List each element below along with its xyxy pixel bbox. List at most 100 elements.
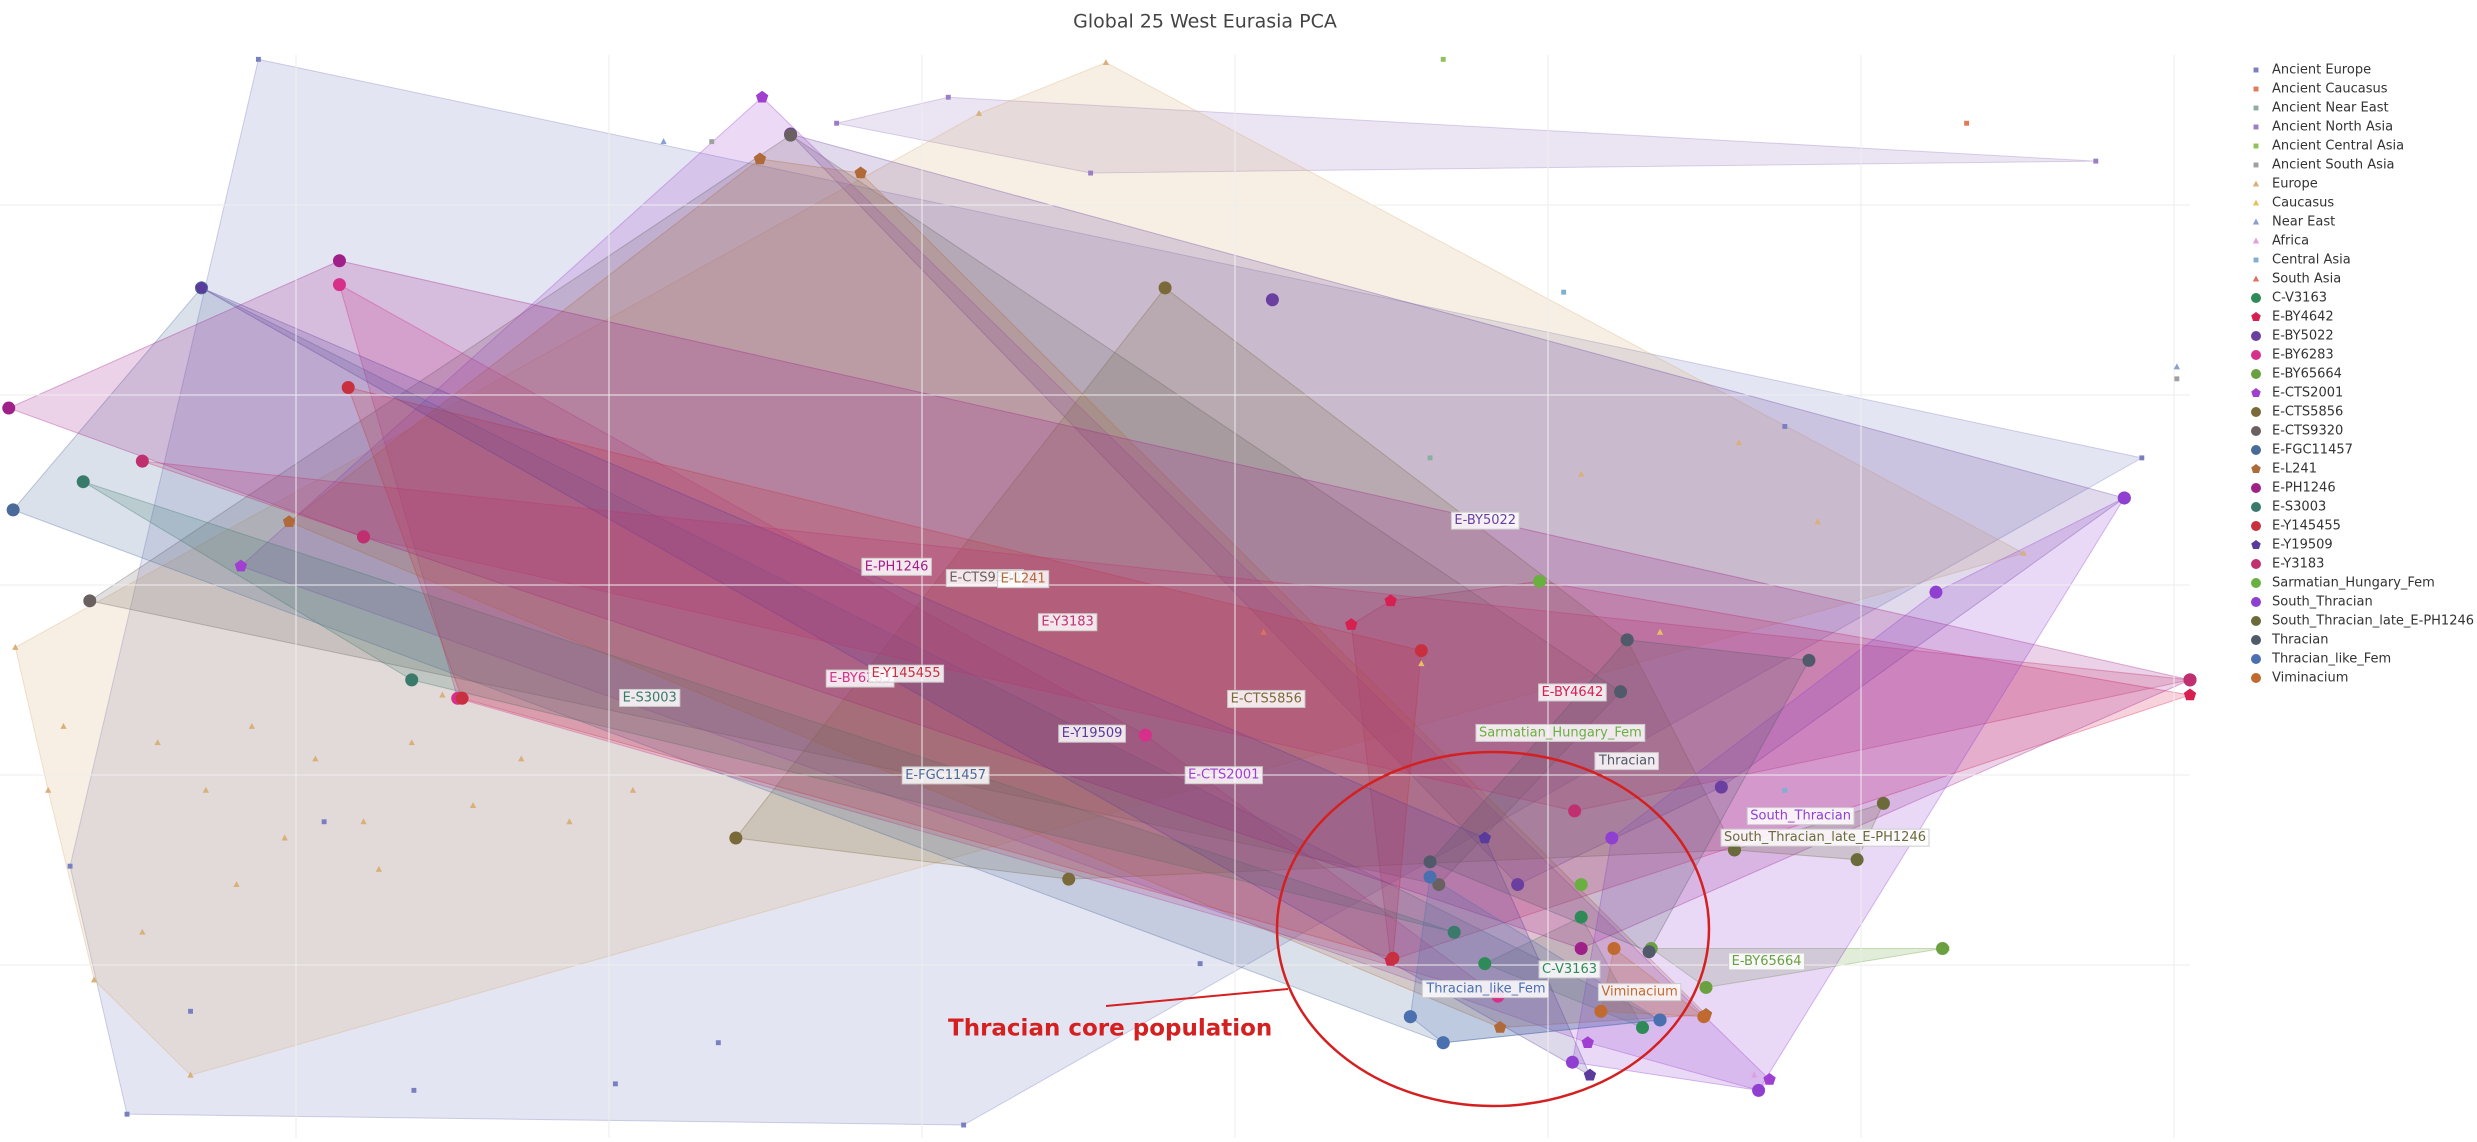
legend-marker <box>2251 673 2261 683</box>
legend-label[interactable]: Ancient Europe <box>2272 63 2371 78</box>
legend-label[interactable]: E-S3003 <box>2272 500 2326 515</box>
legend-label[interactable]: Ancient South Asia <box>2272 158 2395 173</box>
legend-label[interactable]: E-Y145455 <box>2272 519 2341 534</box>
point <box>753 152 767 165</box>
legend-label[interactable]: E-BY4642 <box>2272 310 2334 325</box>
point <box>76 475 90 489</box>
group-label-box <box>1538 683 1607 702</box>
point <box>439 691 446 698</box>
point <box>1578 470 1585 477</box>
point <box>1568 804 1582 818</box>
legend-marker <box>2251 521 2261 531</box>
group-label: E-Y145455 <box>872 666 941 681</box>
point <box>360 818 367 825</box>
point <box>202 786 210 793</box>
legend-label[interactable]: E-CTS9320 <box>2272 424 2343 439</box>
point <box>455 691 469 705</box>
legend-label[interactable]: E-Y19509 <box>2272 538 2333 553</box>
point <box>45 786 52 793</box>
group-label: E-FGC11457 <box>905 768 986 783</box>
legend-marker <box>2251 654 2261 664</box>
point <box>1964 120 1970 126</box>
legend-label[interactable]: South_Thracian <box>2272 595 2373 610</box>
legend-marker <box>2251 502 2261 512</box>
group-label-box <box>1720 828 1930 847</box>
point <box>784 128 798 142</box>
legend-label[interactable]: Ancient Caucasus <box>2272 82 2388 97</box>
point <box>1440 56 1446 62</box>
legend-label[interactable]: Thracian <box>2271 633 2328 648</box>
point <box>1699 980 1713 994</box>
legend-label[interactable]: E-CTS2001 <box>2272 386 2343 401</box>
point <box>332 254 346 268</box>
point <box>1656 628 1664 635</box>
legend-marker <box>2251 388 2261 398</box>
legend-label[interactable]: Ancient North Asia <box>2272 120 2393 135</box>
group-label: South_Thracian_late_E-PH1246 <box>1724 830 1926 845</box>
point <box>755 90 769 103</box>
legend-label[interactable]: Viminacium <box>2272 671 2348 686</box>
point <box>195 281 208 294</box>
point <box>2139 455 2145 461</box>
legend-marker <box>2253 105 2259 111</box>
point <box>83 594 97 608</box>
point <box>1384 594 1397 607</box>
legend-label[interactable]: Ancient Central Asia <box>2272 139 2404 154</box>
point <box>1607 941 1621 955</box>
group-label: Thracian <box>1598 754 1655 769</box>
legend-marker <box>2253 86 2259 92</box>
hull <box>82 481 1455 933</box>
legend-label[interactable]: Ancient Near East <box>2272 101 2389 116</box>
point <box>2117 491 2131 505</box>
legend-label[interactable]: E-L241 <box>2272 462 2317 477</box>
legend-label[interactable]: Near East <box>2272 215 2335 230</box>
point <box>2020 549 2027 556</box>
point <box>1814 518 1821 525</box>
point <box>1533 574 1547 588</box>
legend-marker <box>2251 616 2261 626</box>
legend-label[interactable]: E-BY6283 <box>2272 348 2334 363</box>
legend-label[interactable]: Central Asia <box>2272 253 2351 268</box>
point <box>854 166 867 179</box>
legend-label[interactable]: Europe <box>2272 177 2318 192</box>
point <box>1763 1073 1776 1085</box>
point <box>411 1087 417 1093</box>
group-label-box <box>1421 980 1550 999</box>
legend-label[interactable]: Sarmatian_Hungary_Fem <box>2272 576 2435 591</box>
point <box>375 865 383 872</box>
legend-label[interactable]: E-FGC11457 <box>2272 443 2353 458</box>
points-layer <box>2 56 2197 1128</box>
point <box>2093 158 2099 164</box>
legend-label[interactable]: Africa <box>2272 234 2309 249</box>
legend-label[interactable]: C-V3163 <box>2272 291 2327 306</box>
hull <box>1350 580 2191 962</box>
point <box>2173 363 2181 370</box>
point <box>612 1081 618 1087</box>
legend-label[interactable]: South_Thracian_late_E-PH1246 <box>2272 614 2474 629</box>
point <box>1436 1036 1450 1050</box>
annotation-arrow <box>1105 988 1289 1007</box>
legend-label[interactable]: E-BY5022 <box>2272 329 2334 344</box>
point <box>1138 728 1152 742</box>
legend-marker <box>2251 540 2261 550</box>
point <box>961 1122 967 1128</box>
legend-label[interactable]: South Asia <box>2272 272 2341 287</box>
annotation: Thracian core population <box>948 1016 1272 1042</box>
legend-label[interactable]: Thracian_like_Fem <box>2271 652 2391 667</box>
point <box>1493 1021 1507 1033</box>
legend-label[interactable]: E-PH1246 <box>2272 481 2336 496</box>
legend-label[interactable]: E-BY65664 <box>2272 367 2342 382</box>
legend-label[interactable]: E-CTS5856 <box>2272 405 2343 420</box>
point <box>1158 281 1172 295</box>
point <box>1432 878 1446 892</box>
hull <box>69 58 2144 1126</box>
group-label-box <box>1728 952 1806 971</box>
point <box>2 401 16 415</box>
legend-label[interactable]: Caucasus <box>2272 196 2334 211</box>
legend-marker <box>2252 199 2260 206</box>
legend-label[interactable]: E-Y3183 <box>2272 557 2324 572</box>
legend-marker <box>2251 312 2261 322</box>
group-label-box <box>997 570 1050 589</box>
group-label: E-BY4642 <box>1542 685 1604 700</box>
point <box>1782 787 1788 793</box>
